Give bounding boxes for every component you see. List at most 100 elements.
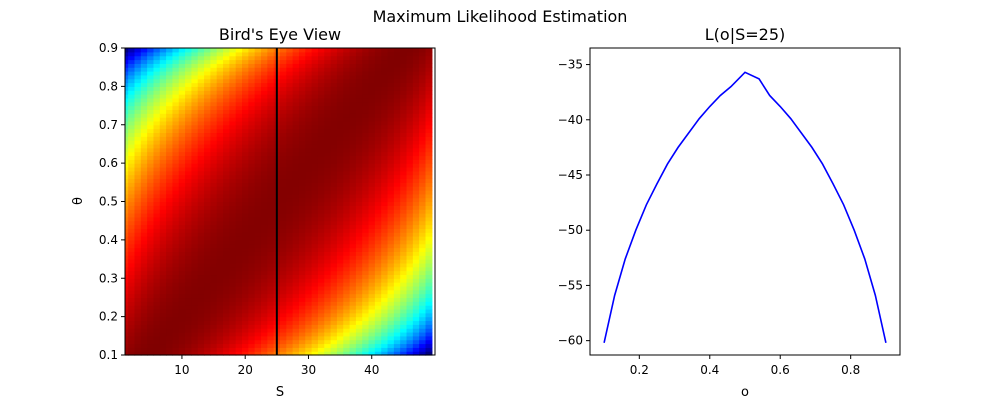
heatmap-cell [324,224,332,229]
heatmap-cell [191,147,199,153]
heatmap-cell [311,101,319,107]
heatmap-cell [128,274,136,279]
heatmap-cell [280,117,287,122]
heatmap-cell [134,193,142,199]
heatmap-cell [140,347,148,352]
heatmap-cell [330,124,338,130]
heatmap-cell [223,147,230,153]
heatmap-cell [223,232,230,237]
heatmap-cell [400,140,408,145]
heatmap-cell [204,328,212,333]
heatmap-cell [128,347,136,352]
heatmap-cell [305,347,313,352]
heatmap-cell [125,55,129,61]
heatmap-cell [159,301,167,306]
heatmap-cell [223,124,230,130]
heatmap-cell [355,55,363,61]
heatmap-cell [330,209,338,214]
heatmap-cell [400,224,408,229]
heatmap-cell [280,297,287,302]
heatmap-cell [216,71,224,76]
heatmap-cell [324,74,332,80]
heatmap-cell [159,90,167,95]
heatmap-cell [248,228,256,233]
heatmap-cell [140,308,148,314]
heatmap-cell [298,297,306,302]
heatmap-cell [317,143,325,149]
heatmap-cell [147,201,155,206]
heatmap-cell [134,124,142,130]
heatmap-cell [125,140,129,145]
heatmap-cell [305,51,313,57]
heatmap-cell [381,117,389,122]
heatmap-cell [254,236,262,241]
heatmap-cell [147,120,155,126]
heatmap-cell [204,351,212,356]
heatmap-cell [147,128,155,134]
heatmap-cell [330,59,338,64]
heatmap-cell [387,331,395,337]
heatmap-cell [191,339,199,345]
heatmap-cell [355,147,363,153]
heatmap-cell [406,151,414,157]
heatmap-cell [248,59,256,64]
heatmap-cell [172,63,180,68]
heatmap-cell [229,101,237,107]
heatmap-cell [248,147,256,153]
heatmap-cell [305,285,313,291]
heatmap-cell [368,59,376,64]
heatmap-cell [330,308,338,314]
heatmap-cell [425,293,433,299]
heatmap-cell [216,316,224,322]
heatmap-cell [286,101,294,107]
heatmap-cell [125,247,129,252]
heatmap-cell [336,343,344,348]
heatmap-cell [229,243,237,249]
heatmap-cell [125,132,129,137]
heatmap-cell [374,274,382,279]
heatmap-cell [406,224,414,229]
heatmap-cell [248,136,256,141]
heatmap-cell [261,270,268,276]
heatmap-cell [324,132,332,137]
heatmap-cell [216,239,224,245]
heatmap-cell [153,86,161,91]
heatmap-cell [425,189,433,195]
heatmap-cell [185,182,193,187]
heatmap-cell [298,278,306,283]
heatmap-cell [191,278,199,283]
heatmap-cell [280,193,287,199]
heatmap-cell [159,328,167,333]
heatmap-cell [248,262,256,268]
heatmap-cell [393,239,401,245]
heatmap-cell [305,343,313,348]
heatmap-cell [355,301,363,306]
heatmap-cell [191,301,199,306]
heatmap-cell [235,232,243,237]
y-tick-label: 0.3 [99,271,118,285]
heatmap-cell [125,316,129,322]
heatmap-cell [400,109,408,114]
heatmap-cell [185,236,193,241]
heatmap-cell [324,182,332,187]
heatmap-cell [128,78,136,84]
heatmap-cell [336,320,344,325]
heatmap-cell [393,351,401,356]
heatmap-cell [147,351,155,356]
heatmap-cell [191,216,199,222]
heatmap-cell [336,209,344,214]
heatmap-cell [159,74,167,80]
heatmap-cell [197,151,205,157]
heatmap-cell [223,270,230,276]
heatmap-cell [317,259,325,264]
heatmap-cell [125,170,129,176]
heatmap-cell [311,331,319,337]
heatmap-cell [235,259,243,264]
heatmap-cell [311,143,319,149]
heatmap-cell [223,320,230,325]
heatmap-cell [229,209,237,214]
heatmap-cell [216,308,224,314]
heatmap-cell [128,305,136,310]
heatmap-cell [178,343,186,348]
heatmap-cell [147,228,155,233]
